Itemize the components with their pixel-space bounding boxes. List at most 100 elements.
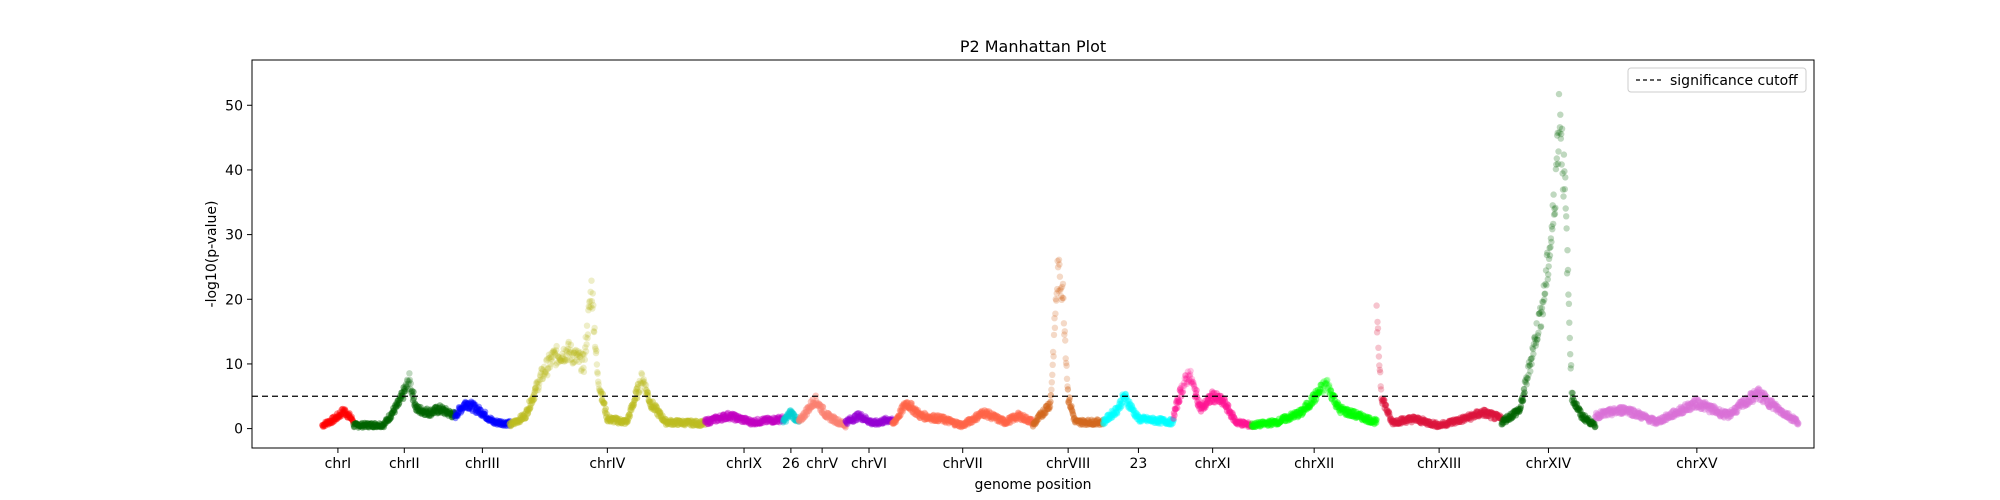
data-point bbox=[1460, 414, 1468, 421]
data-point bbox=[1396, 419, 1403, 427]
data-point bbox=[738, 418, 745, 425]
data-point bbox=[960, 422, 967, 429]
data-point bbox=[1247, 422, 1255, 429]
data-point bbox=[1414, 414, 1422, 421]
data-point bbox=[860, 416, 868, 423]
data-point bbox=[1403, 417, 1410, 424]
data-point bbox=[1044, 405, 1052, 413]
data-point bbox=[448, 414, 456, 421]
data-point bbox=[352, 420, 359, 427]
data-point bbox=[670, 421, 677, 428]
data-point bbox=[973, 416, 981, 423]
data-point bbox=[1082, 421, 1089, 428]
data-point bbox=[1156, 415, 1164, 423]
data-point bbox=[958, 422, 965, 430]
data-point bbox=[1045, 404, 1052, 411]
data-point bbox=[355, 422, 363, 430]
data-point bbox=[1514, 407, 1521, 415]
data-point bbox=[911, 407, 918, 414]
data-point bbox=[978, 410, 985, 418]
data-point bbox=[810, 402, 818, 410]
data-point bbox=[793, 416, 801, 423]
data-point bbox=[1236, 417, 1243, 424]
data-point bbox=[1507, 415, 1515, 422]
data-point bbox=[796, 418, 803, 425]
data-point bbox=[675, 417, 682, 424]
data-point bbox=[399, 392, 406, 399]
data-point bbox=[989, 412, 996, 419]
data-point bbox=[1177, 385, 1184, 392]
data-point bbox=[1292, 410, 1299, 418]
data-point bbox=[1124, 397, 1132, 405]
data-point bbox=[1344, 406, 1352, 414]
data-point bbox=[682, 417, 689, 425]
data-point bbox=[547, 353, 554, 360]
data-point bbox=[727, 411, 735, 418]
data-point bbox=[1032, 419, 1040, 426]
data-point bbox=[595, 381, 602, 388]
data-point bbox=[477, 412, 485, 419]
data-point bbox=[1003, 420, 1010, 427]
data-point bbox=[1376, 366, 1384, 374]
data-point bbox=[881, 416, 888, 423]
data-point bbox=[918, 412, 926, 420]
data-point bbox=[1264, 419, 1271, 426]
data-point bbox=[615, 418, 622, 425]
data-point bbox=[1002, 420, 1009, 427]
data-point bbox=[424, 411, 431, 418]
data-point bbox=[968, 415, 976, 423]
data-point bbox=[852, 416, 860, 424]
data-point bbox=[755, 420, 762, 427]
data-point bbox=[457, 409, 465, 416]
data-point bbox=[833, 420, 841, 427]
data-point bbox=[814, 401, 822, 408]
data-point bbox=[1097, 419, 1104, 426]
data-point bbox=[957, 420, 965, 427]
data-point bbox=[993, 412, 1000, 419]
data-point bbox=[1188, 375, 1196, 383]
data-point bbox=[499, 420, 506, 427]
data-point bbox=[939, 414, 946, 421]
data-point bbox=[990, 412, 998, 419]
data-point bbox=[1189, 380, 1197, 388]
data-point bbox=[977, 409, 984, 416]
data-point bbox=[1355, 410, 1362, 418]
data-point bbox=[384, 416, 392, 423]
data-point bbox=[933, 417, 940, 424]
data-point bbox=[1068, 407, 1076, 414]
data-point bbox=[1314, 386, 1322, 393]
data-point bbox=[882, 419, 889, 426]
data-point bbox=[1207, 392, 1214, 399]
data-point bbox=[1309, 399, 1316, 407]
data-point bbox=[744, 417, 751, 424]
data-point bbox=[856, 413, 864, 421]
data-point bbox=[843, 418, 850, 426]
data-point bbox=[1054, 264, 1062, 271]
data-point bbox=[1151, 417, 1159, 424]
data-point bbox=[1373, 302, 1380, 309]
data-point bbox=[363, 422, 370, 429]
data-point bbox=[869, 420, 877, 427]
data-point bbox=[936, 415, 943, 422]
data-point bbox=[1494, 413, 1501, 420]
data-point bbox=[1205, 393, 1213, 401]
data-point bbox=[1168, 421, 1175, 428]
data-point bbox=[809, 396, 816, 403]
data-point bbox=[815, 400, 823, 407]
data-point bbox=[1517, 403, 1525, 410]
data-point bbox=[349, 417, 356, 424]
data-point bbox=[515, 416, 523, 423]
data-point bbox=[1204, 396, 1212, 403]
data-point bbox=[1221, 395, 1228, 403]
data-point bbox=[771, 418, 778, 426]
data-point bbox=[1091, 417, 1098, 424]
data-point bbox=[1302, 402, 1310, 409]
data-point bbox=[1352, 414, 1360, 422]
data-point bbox=[862, 416, 869, 423]
data-point bbox=[1471, 412, 1478, 419]
data-point bbox=[1477, 409, 1485, 417]
data-point bbox=[1203, 400, 1211, 407]
data-point bbox=[1357, 413, 1365, 420]
data-point bbox=[1257, 422, 1265, 429]
data-point bbox=[1430, 421, 1438, 428]
